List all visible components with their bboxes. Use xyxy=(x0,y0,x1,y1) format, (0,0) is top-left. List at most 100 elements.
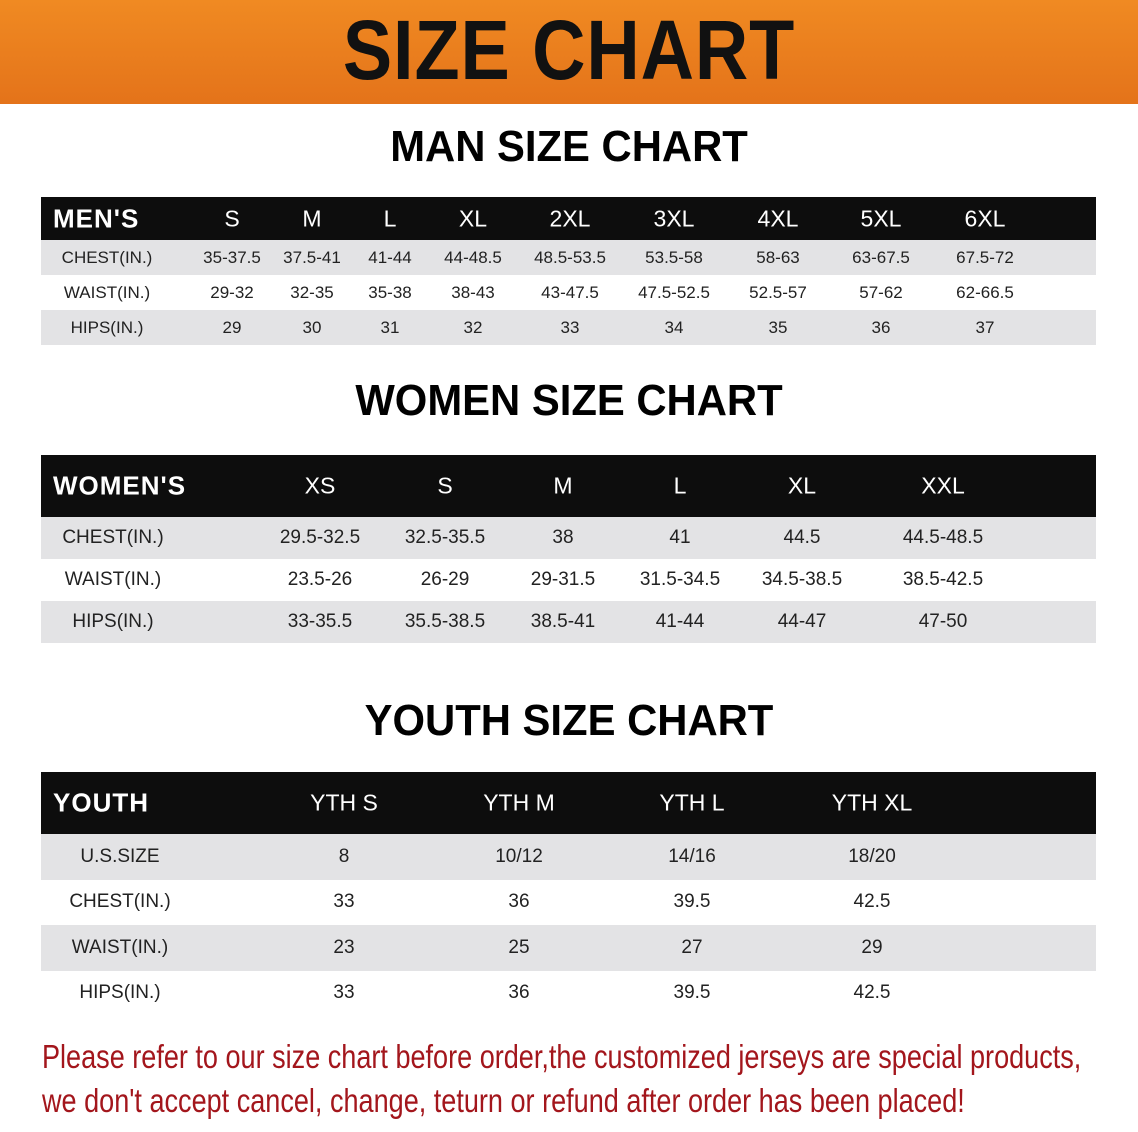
women-size-header: L xyxy=(673,472,687,499)
men-size-header: 4XL xyxy=(757,205,799,231)
men-size-header: M xyxy=(302,205,322,231)
measurement-value: 35 xyxy=(768,317,788,337)
youth-section-title: YOUTH SIZE CHART xyxy=(364,696,774,745)
measurement-value: 10/12 xyxy=(495,845,543,867)
measurement-label: U.S.SIZE xyxy=(80,845,160,867)
measurement-value: 35.5-38.5 xyxy=(404,611,486,632)
youth-table-row: HIPS(IN.) 33 36 39.5 42.5 xyxy=(41,970,1096,1016)
measurement-value: 42.5 xyxy=(853,891,891,913)
men-size-header: 3XL xyxy=(653,205,695,231)
measurement-value: 39.5 xyxy=(673,891,711,913)
youth-table-row: CHEST(IN.) 33 36 39.5 42.5 xyxy=(41,879,1096,925)
men-size-header: 2XL xyxy=(549,205,591,231)
measurement-value: 58-63 xyxy=(756,247,800,267)
women-size-header: M xyxy=(553,472,573,499)
measurement-value: 23.5-26 xyxy=(287,569,353,590)
men-table-row: HIPS(IN.) 29 30 31 32 33 34 35 36 37 xyxy=(41,310,1096,345)
measurement-value: 63-67.5 xyxy=(852,247,910,267)
measurement-value: 35-38 xyxy=(368,282,412,302)
women-table-row: HIPS(IN.) 33-35.5 35.5-38.5 38.5-41 41-44 44-… xyxy=(41,601,1096,643)
measurement-value: 41-44 xyxy=(368,247,412,267)
measurement-label: WAIST(IN.) xyxy=(64,569,162,590)
women-header-label: WOMEN'S xyxy=(53,470,187,501)
women-header-row: WOMEN'S XS S M L XL XXL xyxy=(41,455,1096,517)
youth-size-header: YTH L xyxy=(659,789,725,816)
measurement-value: 38.5-41 xyxy=(530,611,596,632)
measurement-label: HIPS(IN.) xyxy=(72,611,154,632)
measurement-value: 52.5-57 xyxy=(749,282,807,302)
youth-table-row: WAIST(IN.) 23 25 27 29 xyxy=(41,925,1096,971)
measurement-value: 31.5-34.5 xyxy=(639,569,721,590)
measurement-value: 29 xyxy=(861,936,883,958)
women-section-title: WOMEN SIZE CHART xyxy=(355,376,783,425)
measurement-value: 42.5 xyxy=(853,982,891,1004)
measurement-value: 67.5-72 xyxy=(956,247,1014,267)
men-header-label: MEN'S xyxy=(53,203,140,233)
measurement-value: 38.5-42.5 xyxy=(902,569,984,590)
measurement-value: 47.5-52.5 xyxy=(638,282,710,302)
measurement-value: 43-47.5 xyxy=(541,282,599,302)
measurement-label: HIPS(IN.) xyxy=(70,317,144,337)
youth-size-header: YTH M xyxy=(483,789,555,816)
measurement-value: 32 xyxy=(463,317,483,337)
measurement-value: 31 xyxy=(380,317,400,337)
measurement-value: 29-32 xyxy=(210,282,254,302)
measurement-value: 36 xyxy=(508,982,530,1004)
men-size-header: 6XL xyxy=(964,205,1006,231)
youth-header-row: YOUTH YTH S YTH M YTH L YTH XL xyxy=(41,772,1096,834)
men-section-title: MAN SIZE CHART xyxy=(390,122,748,171)
measurement-value: 44.5-48.5 xyxy=(902,527,984,548)
measurement-value: 48.5-53.5 xyxy=(534,247,606,267)
measurement-value: 53.5-58 xyxy=(645,247,703,267)
measurement-value: 32.5-35.5 xyxy=(404,527,486,548)
notice-line-1: Please refer to our size chart before or… xyxy=(42,1038,1082,1075)
measurement-label: CHEST(IN.) xyxy=(61,247,153,267)
measurement-value: 29 xyxy=(222,317,242,337)
youth-table-row: U.S.SIZE 8 10/12 14/16 18/20 xyxy=(41,834,1096,880)
measurement-value: 39.5 xyxy=(673,982,711,1004)
measurement-value: 25 xyxy=(508,936,530,958)
notice-line-2: we don't accept cancel, change, teturn o… xyxy=(42,1082,965,1119)
measurement-value: 26-29 xyxy=(420,569,470,590)
measurement-value: 30 xyxy=(302,317,322,337)
measurement-value: 38 xyxy=(552,527,574,548)
measurement-value: 35-37.5 xyxy=(203,247,261,267)
youth-size-header: YTH S xyxy=(310,789,378,816)
measurement-label: CHEST(IN.) xyxy=(62,527,164,548)
measurement-value: 33 xyxy=(333,982,355,1004)
banner: SIZE CHART xyxy=(0,0,1138,104)
measurement-value: 33 xyxy=(333,891,355,913)
measurement-value: 8 xyxy=(338,845,350,867)
measurement-value: 32-35 xyxy=(290,282,334,302)
youth-size-header: YTH XL xyxy=(831,789,913,816)
measurement-value: 34 xyxy=(664,317,684,337)
measurement-value: 36 xyxy=(508,891,530,913)
women-size-header: XL xyxy=(787,472,817,499)
men-size-header: XL xyxy=(458,205,488,231)
women-size-header: XS xyxy=(304,472,336,499)
measurement-value: 37 xyxy=(975,317,995,337)
measurement-value: 14/16 xyxy=(668,845,716,867)
measurement-value: 47-50 xyxy=(918,611,968,632)
men-size-header: L xyxy=(383,205,397,231)
measurement-value: 27 xyxy=(681,936,703,958)
measurement-value: 44.5 xyxy=(783,527,821,548)
measurement-value: 37.5-41 xyxy=(283,247,341,267)
measurement-value: 41-44 xyxy=(655,611,705,632)
women-size-header: XXL xyxy=(921,472,965,499)
youth-header-label: YOUTH xyxy=(53,787,149,818)
men-table-row: WAIST(IN.) 29-32 32-35 35-38 38-43 43-47.5 47.… xyxy=(41,275,1096,310)
measurement-value: 18/20 xyxy=(848,845,896,867)
women-table-row: CHEST(IN.) 29.5-32.5 32.5-35.5 38 41 44.5 44.5… xyxy=(41,517,1096,559)
men-header-row: MEN'S S M L XL 2XL 3XL 4XL 5XL 6XL xyxy=(41,197,1096,240)
measurement-value: 34.5-38.5 xyxy=(761,569,843,590)
measurement-value: 29.5-32.5 xyxy=(279,527,361,548)
measurement-label: CHEST(IN.) xyxy=(69,891,171,913)
men-size-header: 5XL xyxy=(860,205,902,231)
measurement-value: 33-35.5 xyxy=(287,611,353,632)
measurement-value: 57-62 xyxy=(859,282,903,302)
measurement-value: 38-43 xyxy=(451,282,495,302)
measurement-value: 62-66.5 xyxy=(956,282,1014,302)
measurement-value: 23 xyxy=(333,936,355,958)
measurement-label: WAIST(IN.) xyxy=(71,936,169,958)
